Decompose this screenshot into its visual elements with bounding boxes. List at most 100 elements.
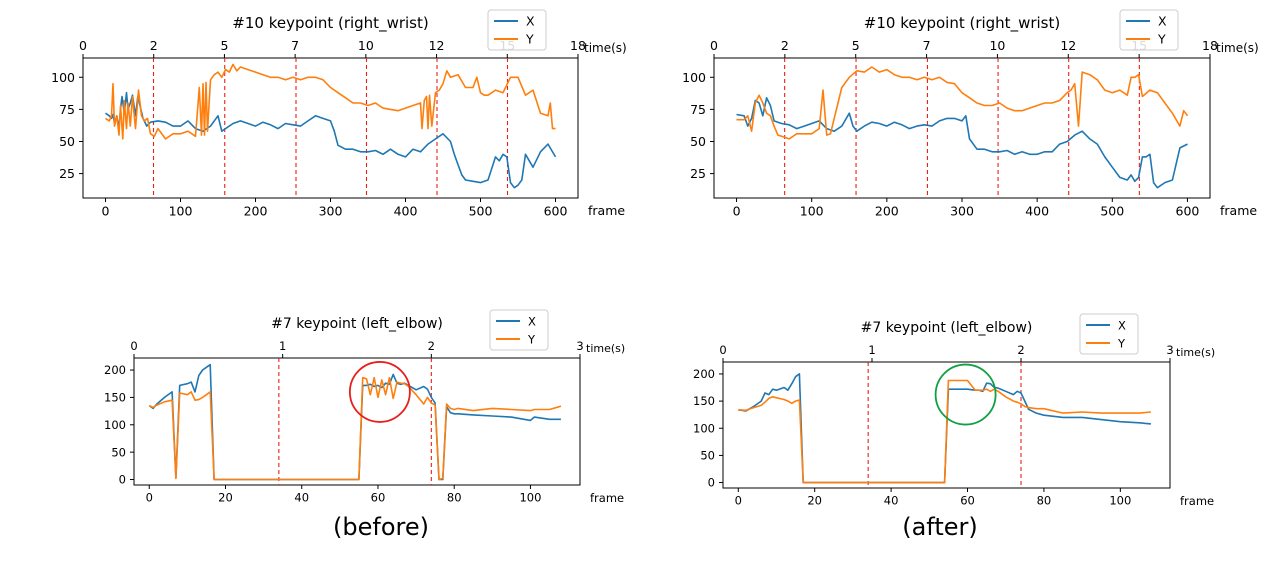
y-tick-label: 0 <box>119 473 126 487</box>
x2-axis-label: time(s) <box>1216 41 1259 55</box>
series-line-y <box>148 376 562 481</box>
x-tick-label: 100 <box>800 204 824 219</box>
legend-label: X <box>1118 319 1126 333</box>
plot-frame <box>133 357 581 486</box>
y-tick-label: 50 <box>700 449 715 463</box>
x-axis-label: frame <box>1180 494 1214 508</box>
y-tick-label: 150 <box>104 391 126 405</box>
x2-tick-label: 0 <box>130 339 137 353</box>
x2-tick-label: 0 <box>719 343 726 357</box>
x2-tick-label: 10 <box>358 38 374 53</box>
chart-title: #7 keypoint (left_elbow) <box>271 316 443 332</box>
highlight-circle <box>348 361 411 423</box>
legend-box <box>1079 313 1139 355</box>
y-tick-label: 100 <box>51 70 75 85</box>
x2-axis-label: time(s) <box>584 41 627 55</box>
legend-label: X <box>1158 14 1167 29</box>
chart-panel-bottom-right: #7 keypoint (left_elbow)0 20 40 60 80 100 fram… <box>693 313 1215 508</box>
y-tick-label: 100 <box>693 421 715 435</box>
x2-tick-label: 10 <box>989 38 1005 53</box>
legend-box <box>487 9 547 51</box>
series-line-y <box>105 63 556 140</box>
x-tick-label: 60 <box>960 494 975 508</box>
x2-tick-label: 7 <box>291 38 299 53</box>
plot-frame <box>82 57 579 199</box>
series-line-x <box>105 91 557 189</box>
series-line-y <box>738 379 1151 484</box>
x2-tick-label: 12 <box>1060 38 1076 53</box>
plot-frame <box>722 361 1171 489</box>
legend-label: Y <box>527 333 536 347</box>
series-line-y <box>736 66 1189 140</box>
chart-panel-top-left: #10 keypoint (right_wrist)0 100 200 300 400 5… <box>51 9 627 219</box>
chart-panel-top-right: #10 keypoint (right_wrist)0 100 200 300 400 5… <box>682 9 1259 219</box>
legend-label: Y <box>525 32 534 47</box>
y-tick-label: 25 <box>59 166 75 181</box>
legend-label: Y <box>1117 337 1126 351</box>
x2-axis-label: time(s) <box>586 342 625 355</box>
x-tick-label: 200 <box>244 204 268 219</box>
x-tick-label: 100 <box>519 491 541 505</box>
x-axis-label: frame <box>1220 203 1257 218</box>
legend-box <box>1119 9 1179 51</box>
plot-frame <box>713 57 1211 199</box>
chart-title: #7 keypoint (left_elbow) <box>861 320 1033 336</box>
x-tick-label: 80 <box>1037 494 1052 508</box>
x2-tick-label: 1 <box>868 343 875 357</box>
x2-tick-label: 2 <box>428 339 435 353</box>
x2-tick-label: 5 <box>220 38 228 53</box>
x-tick-label: 40 <box>294 491 309 505</box>
caption-before: (before) <box>333 513 429 541</box>
x2-axis-label: time(s) <box>1176 346 1215 359</box>
x-tick-label: 200 <box>875 204 899 219</box>
highlight-circle <box>934 363 997 426</box>
chart-panel-bottom-left: #7 keypoint (left_elbow)0 20 40 60 80 100 fram… <box>104 309 625 505</box>
y-tick-label: 100 <box>682 70 706 85</box>
x2-tick-label: 2 <box>1017 343 1024 357</box>
x-tick-label: 500 <box>1100 204 1124 219</box>
caption-after: (after) <box>902 513 978 541</box>
y-tick-label: 200 <box>693 367 715 381</box>
x2-tick-label: 2 <box>781 38 789 53</box>
chart-title: #10 keypoint (right_wrist) <box>864 14 1060 33</box>
x-tick-label: 300 <box>319 204 343 219</box>
x2-tick-label: 3 <box>1166 343 1173 357</box>
x2-tick-label: 2 <box>150 38 158 53</box>
x2-tick-label: 1 <box>279 339 286 353</box>
x-tick-label: 20 <box>807 494 822 508</box>
x-tick-label: 100 <box>1109 494 1131 508</box>
x2-tick-label: 7 <box>923 38 931 53</box>
chart-title: #10 keypoint (right_wrist) <box>232 14 428 33</box>
x-tick-label: 300 <box>950 204 974 219</box>
x2-tick-label: 18 <box>570 38 586 53</box>
x-tick-label: 80 <box>447 491 462 505</box>
x2-tick-label: 5 <box>852 38 860 53</box>
x-tick-label: 0 <box>733 204 741 219</box>
series-line-x <box>738 373 1151 484</box>
x-axis-label: frame <box>588 203 625 218</box>
x-tick-label: 500 <box>469 204 493 219</box>
legend-label: Y <box>1157 32 1166 47</box>
series-line-x <box>736 97 1188 189</box>
legend-box <box>489 309 549 351</box>
x-axis-label: frame <box>590 491 624 505</box>
x2-tick-label: 0 <box>710 38 718 53</box>
legend-label: X <box>528 315 536 329</box>
x-tick-label: 0 <box>735 494 742 508</box>
x-tick-label: 600 <box>544 204 568 219</box>
x-tick-label: 20 <box>218 491 233 505</box>
x-tick-label: 0 <box>102 204 110 219</box>
x-tick-label: 600 <box>1176 204 1200 219</box>
x-tick-label: 60 <box>371 491 386 505</box>
y-tick-label: 50 <box>111 445 126 459</box>
x-tick-label: 100 <box>169 204 193 219</box>
y-tick-label: 50 <box>59 134 75 149</box>
x-tick-label: 40 <box>884 494 899 508</box>
y-tick-label: 50 <box>690 134 706 149</box>
y-tick-label: 75 <box>59 102 75 117</box>
series-line-x <box>148 363 561 481</box>
y-tick-label: 25 <box>690 166 706 181</box>
x-tick-label: 0 <box>146 491 153 505</box>
x2-tick-label: 12 <box>429 38 445 53</box>
